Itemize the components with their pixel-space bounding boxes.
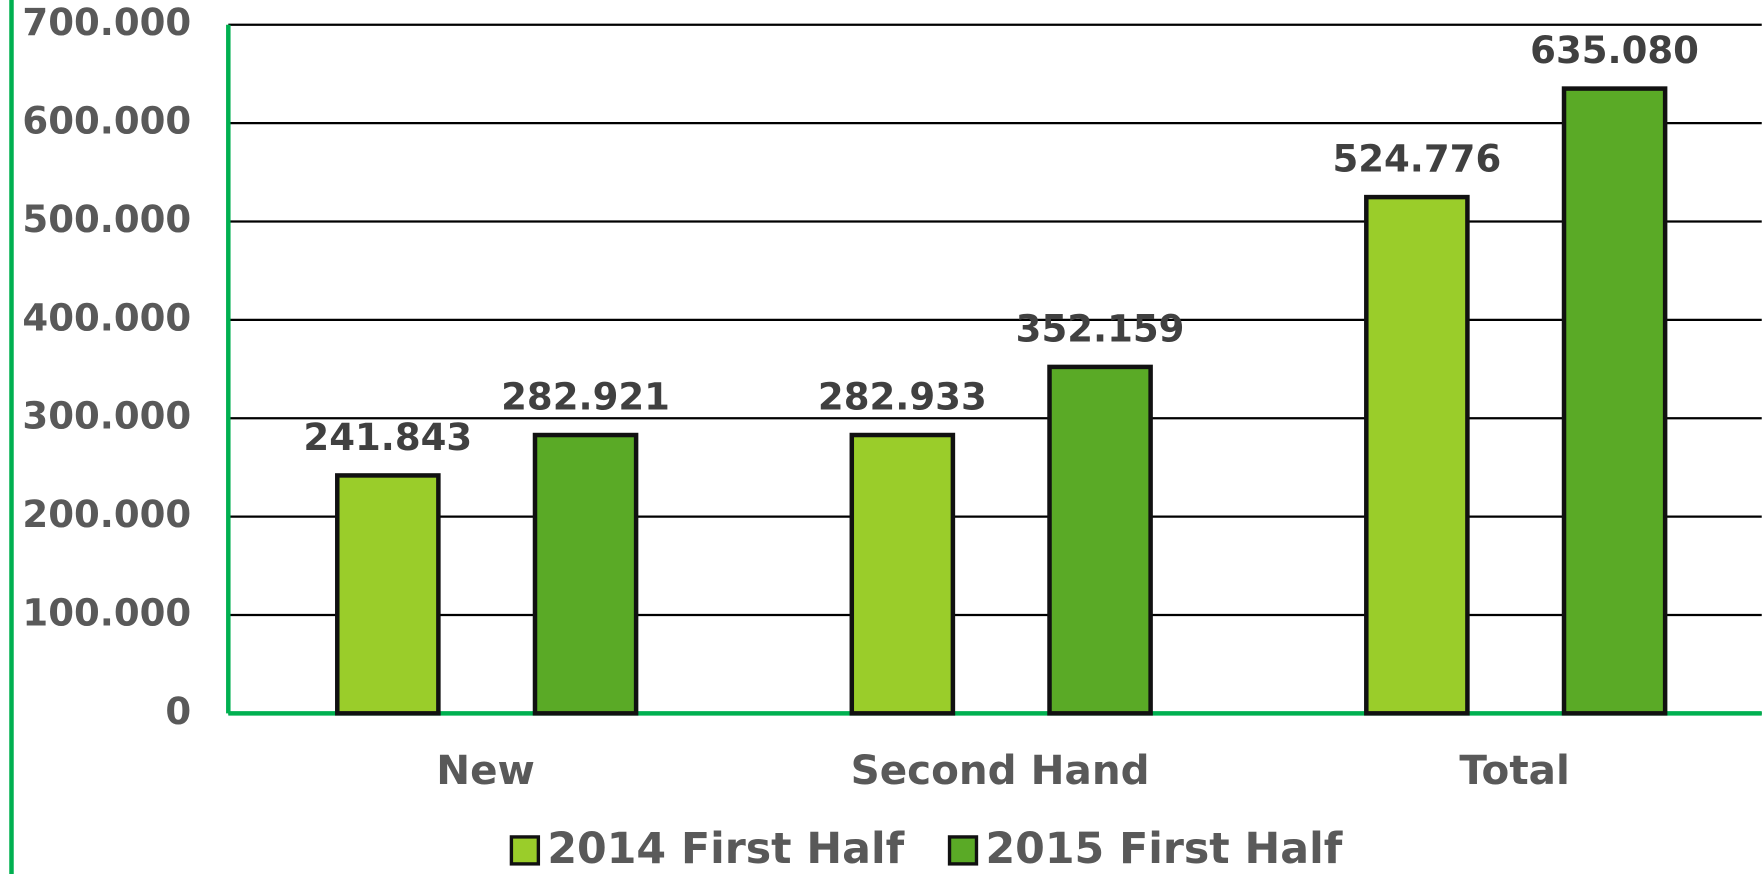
x-tick-label: New (436, 746, 535, 794)
legend-label: 2014 First Half (547, 824, 904, 874)
data-label: 282.921 (501, 376, 670, 419)
bar (1364, 194, 1470, 716)
bar (532, 432, 639, 716)
y-tick-label: 700.000 (22, 1, 191, 44)
y-tick-label: 600.000 (22, 100, 191, 143)
bar (1047, 364, 1153, 716)
data-label: 352.159 (1016, 307, 1185, 350)
y-tick-label: 400.000 (22, 296, 191, 339)
data-label: 635.080 (1530, 29, 1699, 72)
x-tick-label: Total (1459, 746, 1569, 794)
x-tick-label: Second Hand (851, 746, 1150, 794)
data-label: 241.843 (303, 416, 472, 459)
bar (1561, 86, 1668, 716)
y-tick-label: 100.000 (22, 591, 191, 634)
y-tick-label: 200.000 (22, 493, 191, 536)
data-label: 282.933 (818, 376, 987, 419)
y-tick-label: 300.000 (22, 395, 191, 438)
legend-label: 2015 First Half (985, 824, 1342, 874)
bar (335, 473, 441, 716)
y-tick-label: 0 (165, 690, 191, 733)
legend-swatch (947, 835, 979, 866)
y-tick-label: 500.000 (22, 198, 191, 241)
data-label: 524.776 (1332, 138, 1501, 181)
bar (849, 432, 956, 716)
legend-swatch (509, 835, 541, 866)
